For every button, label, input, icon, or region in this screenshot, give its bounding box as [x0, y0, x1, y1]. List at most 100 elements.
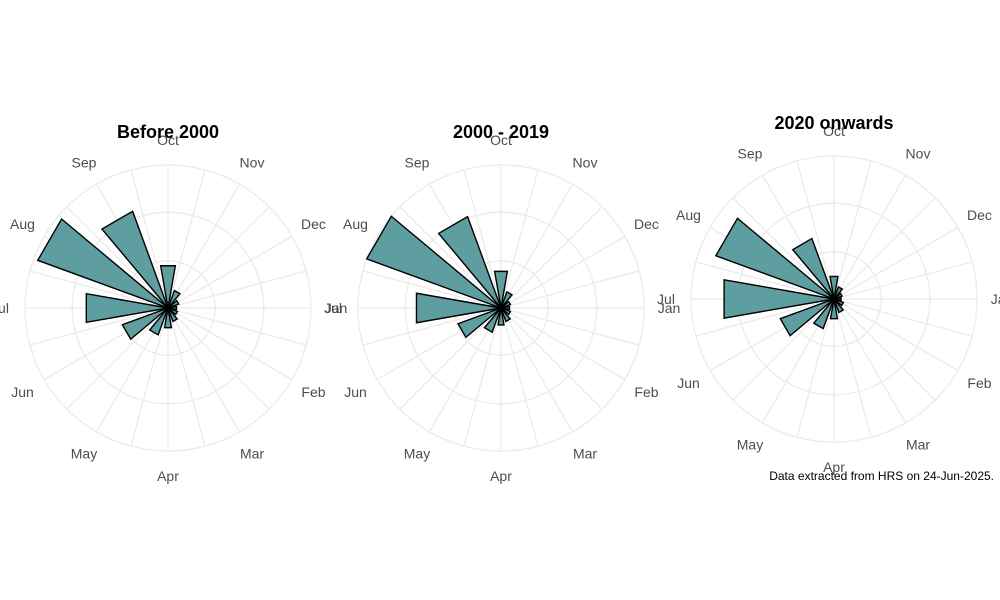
month-label-apr: Apr — [823, 459, 845, 475]
bar-mar — [483, 307, 502, 334]
grid-spoke — [500, 307, 574, 433]
grid-spoke — [167, 270, 307, 309]
month-label-oct: Oct — [157, 132, 179, 148]
grid-spoke — [167, 307, 307, 346]
grid-spoke — [167, 183, 241, 309]
grid-spoke — [167, 307, 270, 410]
bar-dec — [500, 307, 512, 316]
grid-spoke — [167, 307, 206, 447]
bar-dec — [167, 307, 179, 316]
month-label-jan: Jan — [658, 300, 681, 316]
panel-title: 2020 onwards — [774, 113, 893, 133]
bar-jan — [500, 307, 512, 323]
bar-jan — [167, 307, 179, 323]
grid-spoke — [695, 261, 835, 300]
month-label-dec: Dec — [967, 207, 992, 223]
month-label-nov: Nov — [573, 155, 598, 171]
bar-mar — [812, 298, 835, 330]
month-label-aug: Aug — [10, 216, 35, 232]
grid-spoke — [833, 174, 907, 300]
bar-jun — [36, 217, 169, 309]
bar-sep — [167, 289, 181, 309]
bar-nov — [500, 305, 511, 311]
bar-aug — [829, 275, 839, 300]
month-label-sep: Sep — [72, 155, 97, 171]
bar-feb — [829, 298, 839, 320]
month-label-jun: Jun — [677, 375, 700, 391]
month-label-may: May — [404, 445, 430, 461]
month-label-aug: Aug — [343, 216, 368, 232]
bar-jun — [714, 217, 835, 300]
month-label-mar: Mar — [906, 436, 930, 452]
bar-feb — [163, 307, 173, 329]
bar-may — [85, 292, 169, 324]
grid-spoke — [500, 307, 640, 346]
month-label-may: May — [71, 445, 97, 461]
bar-aug — [159, 265, 177, 309]
grid-spoke — [29, 307, 169, 346]
month-label-mar: Mar — [573, 445, 597, 461]
month-label-dec: Dec — [634, 216, 659, 232]
panel-title: 2000 - 2019 — [453, 122, 549, 142]
month-label-jan: Jan — [325, 300, 348, 316]
grid-spoke — [399, 307, 502, 410]
grid-spoke — [130, 307, 169, 447]
bar-jan — [833, 298, 845, 314]
month-label-jan: Jan — [991, 291, 1000, 307]
month-label-sep: Sep — [405, 155, 430, 171]
grid-spoke — [167, 307, 293, 381]
bar-apr — [457, 307, 502, 339]
grid-spoke — [796, 298, 835, 438]
grid-spoke — [500, 183, 574, 309]
month-label-nov: Nov — [240, 155, 265, 171]
grid-spoke — [500, 307, 626, 381]
grid-spoke — [500, 307, 539, 447]
grid-spoke — [732, 197, 835, 300]
bar-oct — [500, 300, 512, 309]
month-label-feb: Feb — [634, 384, 658, 400]
month-label-jun: Jun — [11, 384, 34, 400]
month-label-mar: Mar — [240, 445, 264, 461]
grid-spoke — [167, 307, 241, 433]
month-label-feb: Feb — [301, 384, 325, 400]
grid-spoke — [833, 261, 973, 300]
grid-spoke — [833, 298, 936, 401]
month-label-jun: Jun — [344, 384, 367, 400]
grid-spoke — [833, 298, 872, 438]
bar-sep — [833, 285, 844, 300]
grid-spoke — [29, 270, 169, 309]
grid-spoke — [66, 206, 169, 309]
grid-spoke — [66, 307, 169, 410]
grid-spoke — [732, 298, 835, 401]
grid-spoke — [130, 169, 169, 309]
bar-jul — [437, 215, 502, 309]
bar-jun — [365, 215, 502, 309]
bar-oct — [833, 292, 844, 300]
grid-spoke — [833, 298, 959, 372]
month-label-apr: Apr — [157, 468, 179, 484]
bar-aug — [493, 270, 509, 309]
month-label-aug: Aug — [676, 207, 701, 223]
grid-spoke — [833, 197, 936, 300]
grid-spoke — [167, 235, 293, 309]
bar-dec — [833, 298, 845, 307]
grid-spoke — [500, 235, 626, 309]
panel-title: Before 2000 — [117, 122, 219, 142]
bar-may — [415, 292, 502, 324]
grid-spoke — [500, 169, 539, 309]
month-label-jul: Jul — [324, 300, 342, 316]
grid-spoke — [362, 307, 502, 346]
grid-spoke — [833, 226, 959, 300]
bar-jul — [791, 237, 835, 300]
grid-spoke — [362, 270, 502, 309]
grid-spoke — [500, 307, 603, 410]
grid-spoke — [167, 169, 206, 309]
month-label-feb: Feb — [967, 375, 991, 391]
month-label-jul: Jul — [0, 300, 9, 316]
polar-panel-2020-onwards: Jan Feb Mar Apr May Jun Jul Aug Sep Oct Nov Dec 2020… — [657, 113, 1000, 475]
polar-panel-2000-2019: Jan Feb Mar Apr May Jun Jul Aug Sep Oct Nov Dec 2000… — [324, 122, 680, 484]
month-label-sep: Sep — [738, 146, 763, 162]
grid-spoke — [833, 298, 973, 337]
month-label-jul: Jul — [657, 291, 675, 307]
